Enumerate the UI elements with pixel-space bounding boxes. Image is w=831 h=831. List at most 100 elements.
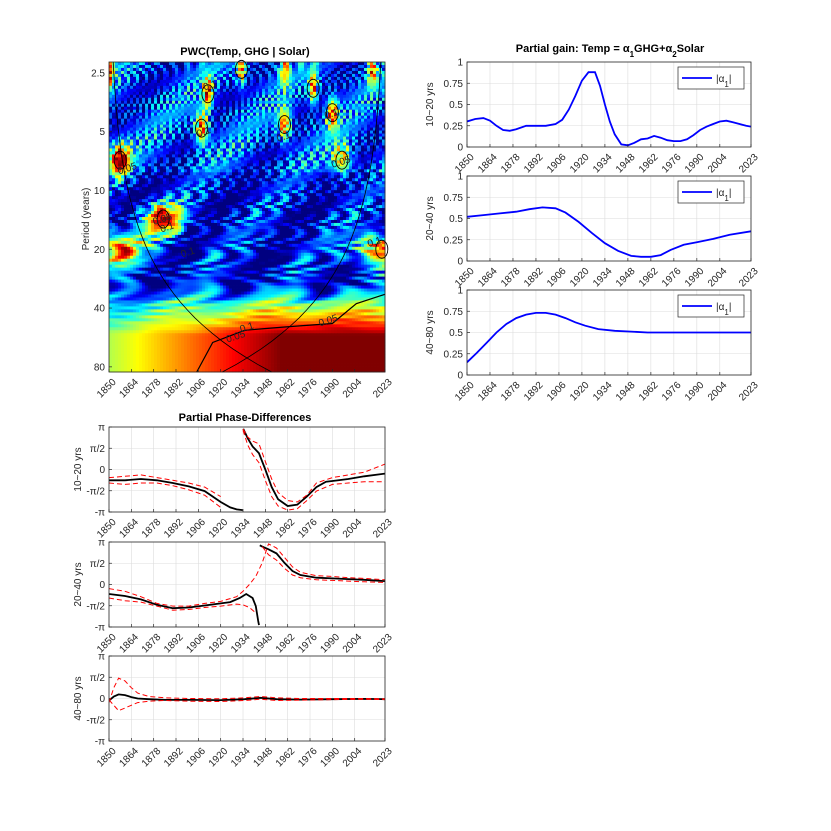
heatmap-cell bbox=[178, 77, 181, 80]
heatmap-cell bbox=[346, 140, 349, 143]
heatmap-cell bbox=[115, 74, 118, 77]
heatmap-cell bbox=[118, 199, 121, 202]
heatmap-cell bbox=[244, 193, 247, 196]
heatmap-cell bbox=[346, 68, 349, 71]
heatmap-cell bbox=[289, 74, 292, 77]
heatmap-cell bbox=[355, 116, 358, 119]
heatmap-cell bbox=[247, 172, 250, 175]
heatmap-cell bbox=[160, 128, 163, 131]
heatmap-cell bbox=[172, 187, 175, 190]
heatmap-cell bbox=[154, 134, 157, 137]
heatmap-cell bbox=[175, 71, 178, 74]
heatmap-cell bbox=[130, 119, 133, 122]
heatmap-cell bbox=[196, 110, 199, 113]
heatmap-cell bbox=[187, 184, 190, 187]
heatmap-cell bbox=[190, 184, 193, 187]
heatmap-cell bbox=[175, 190, 178, 193]
heatmap-cell bbox=[196, 145, 199, 148]
heatmap-cell bbox=[301, 71, 304, 74]
heatmap-cell bbox=[172, 193, 175, 196]
heatmap-cell bbox=[148, 184, 151, 187]
heatmap-cell bbox=[337, 128, 340, 131]
heatmap-cell bbox=[172, 190, 175, 193]
heatmap-cell bbox=[169, 95, 172, 98]
heatmap-cell bbox=[289, 71, 292, 74]
heatmap-cell bbox=[193, 116, 196, 119]
heatmap-cell bbox=[274, 92, 277, 95]
heatmap-cell bbox=[274, 65, 277, 68]
heatmap-cell bbox=[148, 169, 151, 172]
heatmap-cell bbox=[163, 166, 166, 169]
heatmap-cell bbox=[244, 107, 247, 110]
heatmap-cell bbox=[139, 68, 142, 71]
heatmap-cell bbox=[250, 199, 253, 202]
heatmap-cell bbox=[346, 145, 349, 148]
heatmap-cell bbox=[151, 140, 154, 143]
heatmap-cell bbox=[214, 190, 217, 193]
heatmap-cell bbox=[139, 220, 142, 223]
heatmap-cell bbox=[358, 181, 361, 184]
heatmap-cell bbox=[244, 157, 247, 160]
heatmap-cell bbox=[109, 160, 112, 163]
heatmap-cell bbox=[265, 128, 268, 131]
heatmap-cell bbox=[373, 151, 376, 154]
heatmap-cell bbox=[253, 68, 256, 71]
heatmap-cell bbox=[349, 178, 352, 181]
heatmap-cell bbox=[283, 190, 286, 193]
heatmap-cell bbox=[229, 190, 232, 193]
heatmap-cell bbox=[379, 220, 382, 223]
heatmap-cell bbox=[331, 74, 334, 77]
heatmap-cell bbox=[265, 172, 268, 175]
heatmap-cell bbox=[244, 214, 247, 217]
heatmap-cell bbox=[109, 199, 112, 202]
heatmap-cell bbox=[247, 211, 250, 214]
heatmap-cell bbox=[124, 140, 127, 143]
heatmap-cell bbox=[208, 163, 211, 166]
heatmap-cell bbox=[271, 74, 274, 77]
heatmap-cell bbox=[232, 142, 235, 145]
heatmap-cell bbox=[271, 187, 274, 190]
heatmap-cell bbox=[292, 122, 295, 125]
heatmap-cell bbox=[121, 220, 124, 223]
heatmap-cell bbox=[178, 140, 181, 143]
heatmap-cell bbox=[172, 74, 175, 77]
heatmap-cell bbox=[202, 71, 205, 74]
heatmap-cell bbox=[109, 142, 112, 145]
heatmap-cell bbox=[178, 208, 181, 211]
heatmap-cell bbox=[265, 98, 268, 101]
heatmap-cell bbox=[289, 199, 292, 202]
heatmap-cell bbox=[193, 154, 196, 157]
heatmap-cell bbox=[157, 140, 160, 143]
heatmap-cell bbox=[256, 128, 259, 131]
heatmap-cell bbox=[214, 110, 217, 113]
heatmap-cell bbox=[262, 62, 265, 65]
heatmap-cell bbox=[268, 190, 271, 193]
heatmap-cell bbox=[289, 101, 292, 104]
heatmap-cell bbox=[334, 122, 337, 125]
heatmap-cell bbox=[118, 110, 121, 113]
heatmap-cell bbox=[262, 151, 265, 154]
heatmap-cell bbox=[139, 128, 142, 131]
heatmap-cell bbox=[232, 199, 235, 202]
heatmap-cell bbox=[223, 62, 226, 65]
heatmap-cell bbox=[316, 74, 319, 77]
heatmap-cell bbox=[229, 125, 232, 128]
heatmap-cell bbox=[361, 178, 364, 181]
heatmap-cell bbox=[124, 137, 127, 140]
heatmap-cell bbox=[346, 220, 349, 223]
heatmap-cell bbox=[220, 169, 223, 172]
heatmap-cell bbox=[118, 101, 121, 104]
heatmap-cell bbox=[310, 199, 313, 202]
heatmap-cell bbox=[250, 95, 253, 98]
heatmap-cell bbox=[163, 160, 166, 163]
heatmap-cell bbox=[187, 160, 190, 163]
heatmap-cell bbox=[193, 181, 196, 184]
heatmap-cell bbox=[376, 190, 379, 193]
heatmap-cell bbox=[268, 175, 271, 178]
heatmap-cell bbox=[145, 166, 148, 169]
heatmap-cell bbox=[247, 131, 250, 134]
heatmap-cell bbox=[148, 190, 151, 193]
heatmap-cell bbox=[373, 160, 376, 163]
heatmap-cell bbox=[286, 142, 289, 145]
heatmap-cell bbox=[211, 122, 214, 125]
